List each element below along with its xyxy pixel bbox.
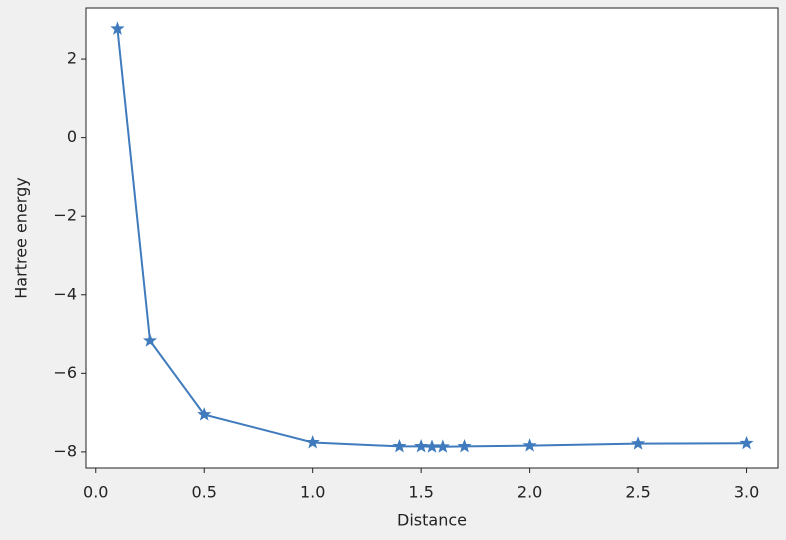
marker [522,438,537,452]
marker [197,407,212,421]
y-tick-label: −8 [53,441,77,460]
marker [305,435,320,449]
plot-area [85,7,779,469]
x-tick-label: 1.0 [300,483,325,502]
marker [631,436,646,450]
y-axis-label: Hartree energy [12,177,31,298]
y-tick-label: −6 [53,363,77,382]
marker [457,438,472,453]
marker [110,21,125,35]
marker [739,435,754,450]
x-axis-label: Distance [397,511,467,530]
x-tick-label: 0.0 [83,483,108,502]
y-tick-label: 2 [67,49,77,68]
y-tick-label: −2 [53,206,77,225]
x-tick-label: 1.5 [408,483,433,502]
x-tick-label: 3.0 [734,483,759,502]
marker [142,333,158,347]
x-tick-label: 0.5 [191,483,216,502]
y-tick-label: −4 [53,284,77,303]
line [116,28,747,448]
y-tick-label: 0 [67,127,77,146]
x-tick-label: 2.0 [517,483,542,502]
x-tick-label: 2.5 [625,483,650,502]
marker [435,439,450,453]
marker [392,438,407,453]
